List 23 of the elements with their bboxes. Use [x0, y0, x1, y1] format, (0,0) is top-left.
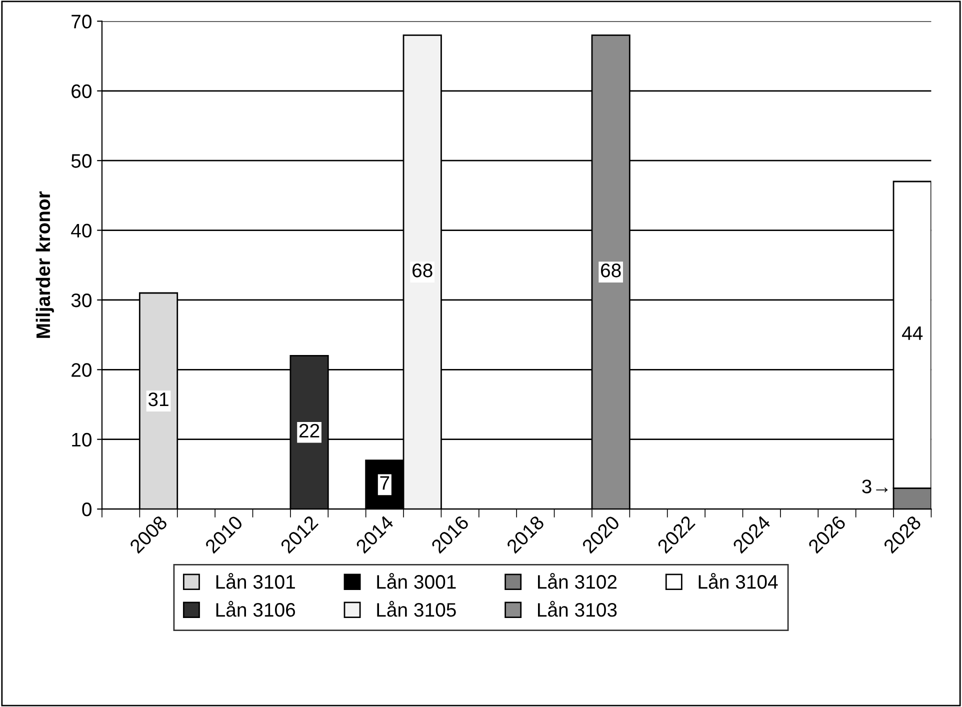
legend-label: Lån 3106	[216, 600, 296, 617]
y-tick-label: 0	[82, 502, 92, 516]
y-tick-label: 60	[72, 84, 92, 98]
legend-label: Lån 3104	[698, 572, 778, 589]
data-label: 68	[412, 264, 432, 278]
legend-label: Lån 3105	[377, 600, 456, 617]
data-label: 44	[902, 326, 923, 340]
legend-label: Lån 3103	[538, 600, 617, 617]
annotation: 3→	[862, 480, 888, 494]
y-tick-label: 20	[72, 363, 92, 377]
legend-label: Lån 3001	[377, 572, 456, 589]
y-tick-label: 40	[71, 224, 92, 238]
y-axis-title: Miljarder kronor	[36, 191, 54, 338]
y-tick-label: 50	[71, 154, 92, 168]
data-label: 68	[601, 264, 621, 278]
legend-label: Lån 3102	[538, 572, 617, 589]
legend-label: Lån 3101	[216, 572, 295, 589]
y-tick-label: 30	[71, 293, 92, 308]
y-tick-label: 70	[72, 14, 92, 28]
y-tick-label: 10	[72, 432, 92, 447]
data-label: 7	[380, 476, 390, 490]
data-label: 22	[299, 424, 320, 438]
data-label: 31	[148, 392, 168, 406]
